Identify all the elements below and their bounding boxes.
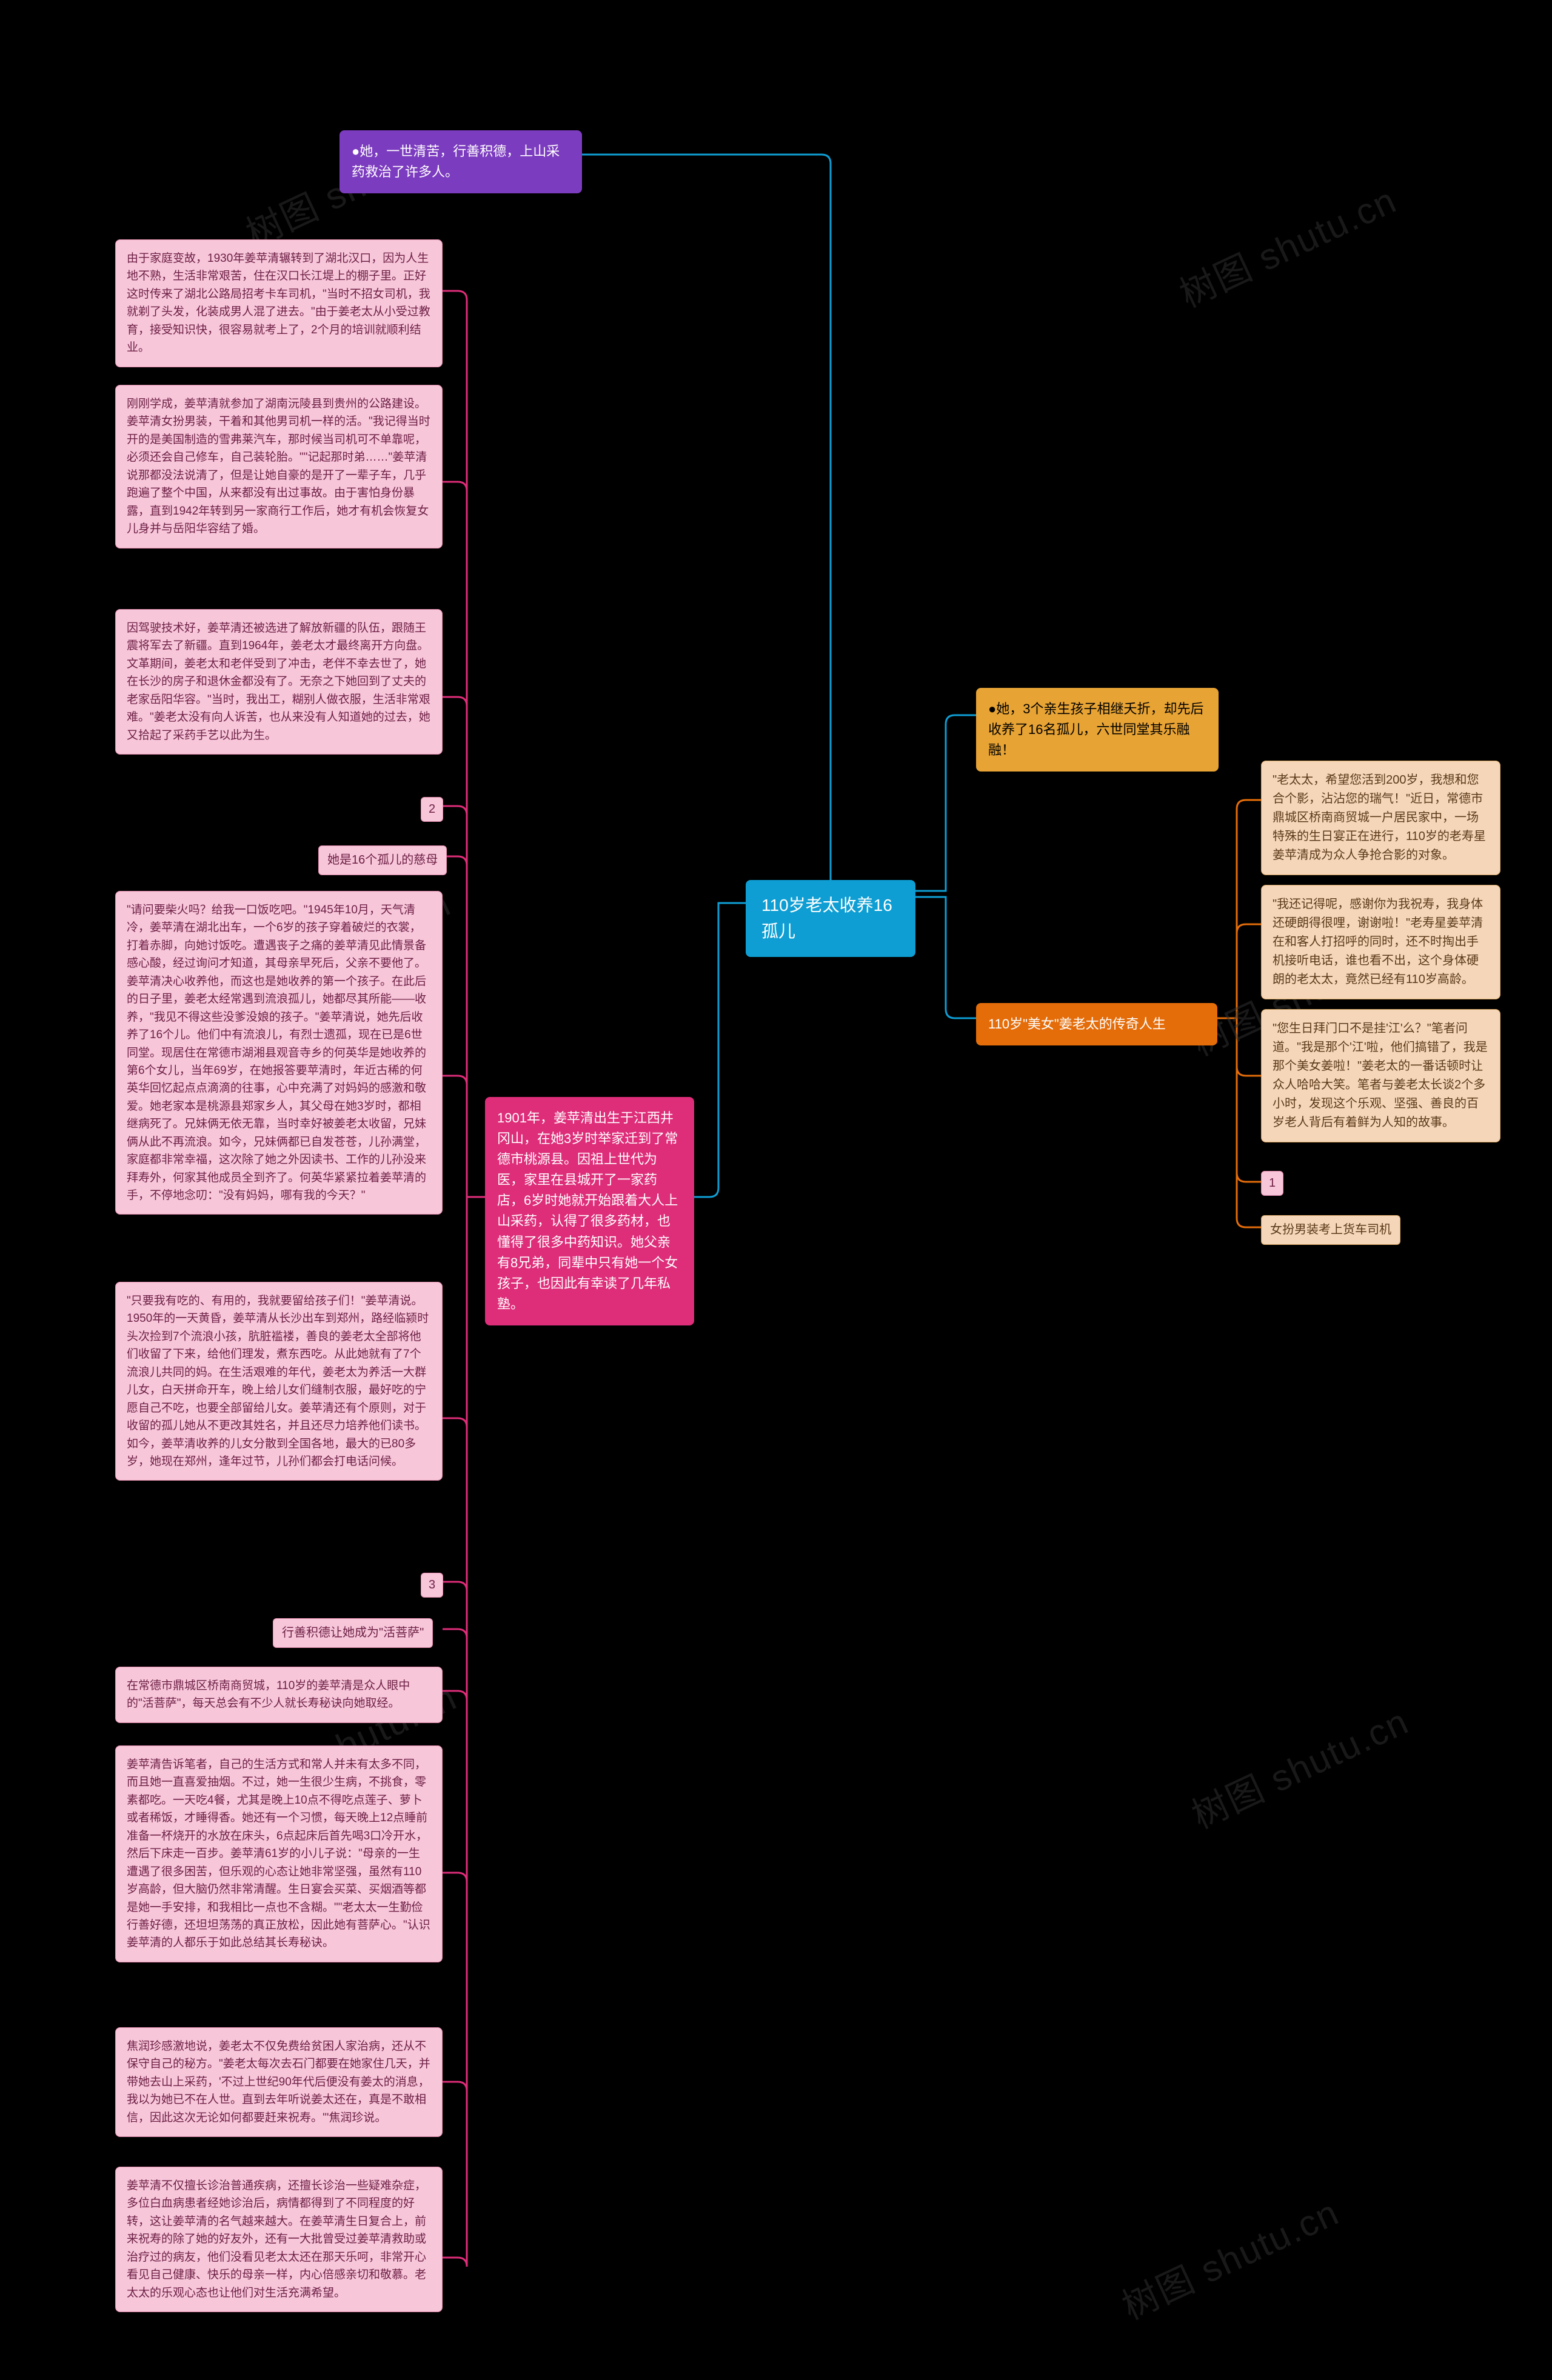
root-node[interactable]: 110岁老太收养16孤儿 [746,880,915,957]
pink-h3[interactable]: 行善积德让她成为"活菩萨" [273,1618,433,1648]
watermark: 树图 shutu.cn [1170,172,1404,318]
branch-magenta[interactable]: 1901年，姜苹清出生于江西井冈山，在她3岁时举家迁到了常德市桃源县。因祖上世代… [485,1097,694,1325]
pink-k1[interactable]: 由于家庭变故，1930年姜苹清辗转到了湖北汉口，因为人生地不熟，生活非常艰苦，住… [115,239,443,367]
branch-purple[interactable]: ●她，一世清苦，行善积德，上山采药救治了许多人。 [340,130,582,193]
branch-orange2[interactable]: 110岁"美女"姜老太的传奇人生 [976,1003,1217,1045]
peach-2[interactable]: "我还记得呢，感谢你为我祝寿，我身体还硬朗得很哩，谢谢啦！"老寿星姜苹清在和客人… [1261,885,1500,999]
peach-1[interactable]: "老太太，希望您活到200岁，我想和您合个影，沾沾您的瑞气！"近日，常德市鼎城区… [1261,761,1500,875]
pink-k2[interactable]: 刚刚学成，姜苹清就参加了湖南沅陵县到贵州的公路建设。姜苹清女扮男装，干着和其他男… [115,385,443,548]
watermark: 树图 shutu.cn [1112,2184,1346,2330]
peach-3[interactable]: "您生日拜门口不是挂'江'么？"笔者问道。"我是那个'江'啦，他们搞错了，我是那… [1261,1009,1500,1142]
peach-4[interactable]: 女扮男装考上货车司机 [1261,1215,1400,1245]
watermark: 树图 shutu.cn [1182,1693,1416,1839]
peach-badge-1[interactable]: 1 [1261,1171,1283,1196]
pink-k4[interactable]: "请问要柴火吗？给我一口饭吃吧。"1945年10月，天气清冷，姜苹清在湖北出车，… [115,891,443,1215]
pink-h2[interactable]: 她是16个孤儿的慈母 [318,845,447,875]
pink-k6[interactable]: 在常德市鼎城区桥南商贸城，110岁的姜苹清是众人眼中的"活菩萨"，每天总会有不少… [115,1667,443,1723]
branch-orange[interactable]: ●她，3个亲生孩子相继夭折，却先后收养了16名孤儿，六世同堂其乐融融！ [976,688,1219,772]
pink-k7[interactable]: 姜苹清告诉笔者，自己的生活方式和常人并未有太多不同，而且她一直喜爱抽烟。不过，她… [115,1745,443,1962]
pink-badge-2[interactable]: 2 [421,797,443,822]
pink-k3[interactable]: 因驾驶技术好，姜苹清还被选进了解放新疆的队伍，跟随王震将军去了新疆。直到1964… [115,609,443,755]
pink-k8[interactable]: 焦润珍感激地说，姜老太不仅免费给贫困人家治病，还从不保守自己的秘方。"姜老太每次… [115,2027,443,2137]
pink-k9[interactable]: 姜苹清不仅擅长诊治普通疾病，还擅长诊治一些疑难杂症，多位白血病患者经她诊治后，病… [115,2167,443,2312]
pink-badge-3[interactable]: 3 [421,1573,443,1598]
pink-k5[interactable]: "只要我有吃的、有用的，我就要留给孩子们！"姜苹清说。1950年的一天黄昏，姜苹… [115,1282,443,1481]
